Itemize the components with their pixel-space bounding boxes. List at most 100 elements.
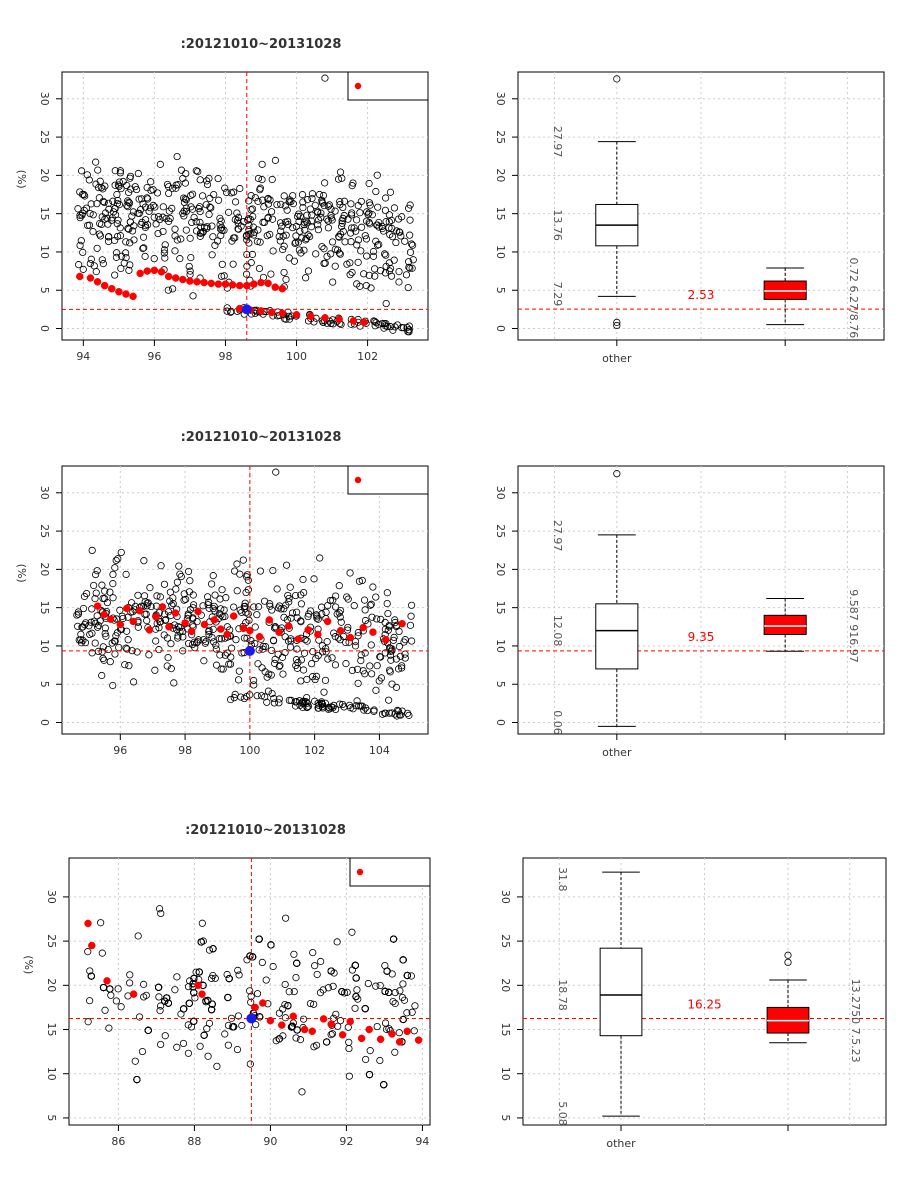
gray-point: [159, 203, 167, 211]
gray-point: [198, 919, 206, 927]
gray-point: [169, 285, 177, 293]
gray-point: [221, 1030, 229, 1038]
red-point: [365, 1025, 373, 1034]
chart-panel-2: 0 5 10 15 20 25 30 other 2.53 27.97 13.76 7.29 0.72 …: [494, 71, 885, 365]
gray-point: [327, 967, 335, 975]
gray-point: [100, 198, 108, 206]
gray-point: [342, 660, 350, 668]
gray-point: [140, 980, 148, 988]
gray-point: [339, 632, 348, 640]
gray-point: [189, 292, 197, 300]
gray-point: [357, 651, 365, 659]
gray-point: [181, 195, 189, 203]
gray-point: [199, 227, 207, 236]
box-annotation: 27.97: [551, 520, 564, 552]
gray-point: [73, 611, 81, 619]
gray-point: [355, 577, 364, 585]
gray-point: [393, 706, 402, 714]
gray-point: [190, 974, 198, 983]
gray-point: [352, 216, 361, 224]
gray-point: [227, 653, 235, 661]
gray-point: [117, 185, 125, 193]
gray-point: [88, 546, 96, 554]
gray-point: [176, 255, 184, 263]
gray-point: [308, 190, 317, 198]
gray-point: [99, 654, 107, 663]
y-tick-label: 5: [38, 287, 51, 294]
gray-point: [218, 226, 226, 234]
gray-point: [390, 633, 398, 641]
gray-point: [85, 176, 93, 184]
gray-point: [389, 326, 397, 334]
red-point: [323, 617, 332, 626]
gray-point: [369, 252, 378, 260]
gray-point: [279, 232, 287, 240]
red-point: [158, 603, 167, 611]
gray-point: [383, 599, 391, 608]
gray-point: [314, 226, 322, 234]
gray-point: [235, 667, 243, 675]
gray-point: [130, 236, 138, 244]
gray-point: [385, 709, 394, 717]
gray-point: [77, 639, 85, 647]
red-point: [123, 604, 131, 613]
y-tick-label: 25: [38, 524, 51, 538]
gray-point: [102, 632, 110, 640]
gray-point: [327, 703, 335, 711]
gray-point: [146, 584, 154, 592]
red-point: [278, 1021, 286, 1029]
box-body: [763, 614, 807, 635]
gray-point: [245, 197, 253, 205]
gray-point: [375, 223, 383, 231]
x-tick-label: 104: [369, 744, 390, 757]
red-point: [93, 602, 102, 610]
gray-point: [348, 182, 356, 190]
gray-point: [223, 649, 231, 657]
gray-point: [97, 183, 105, 192]
gray-point: [151, 666, 159, 674]
gray-point: [155, 646, 163, 654]
gray-point: [253, 237, 262, 246]
gray-point: [171, 986, 179, 994]
gray-point: [114, 181, 123, 189]
gray-point: [190, 989, 198, 997]
gray-point: [335, 233, 343, 241]
gray-point: [186, 605, 195, 614]
gray-point: [372, 319, 380, 327]
gray-point: [184, 1049, 192, 1057]
gray-point: [268, 606, 276, 614]
gray-point: [247, 206, 255, 214]
gray-point: [314, 221, 322, 229]
gray-point: [354, 679, 362, 687]
gray-point: [361, 1005, 369, 1013]
gray-point: [105, 232, 113, 241]
red-point: [129, 617, 138, 626]
red-point: [106, 615, 115, 623]
red-point: [278, 284, 287, 293]
gray-point: [318, 700, 326, 708]
gray-point: [354, 628, 362, 637]
x-category-label: other: [606, 1137, 636, 1150]
gray-point: [312, 654, 320, 663]
gray-point: [76, 214, 84, 222]
gray-point: [395, 627, 403, 635]
gray-point: [179, 1039, 188, 1048]
gray-point: [160, 246, 169, 254]
gray-point: [133, 1076, 141, 1084]
gray-point: [267, 941, 275, 949]
gray-point: [223, 970, 231, 979]
gray-point: [216, 651, 224, 659]
gray-point: [298, 191, 307, 199]
gray-point: [223, 307, 231, 315]
red-point: [376, 1035, 385, 1043]
gray-point: [109, 197, 117, 205]
gray-point: [170, 679, 178, 687]
gray-point: [264, 213, 272, 222]
gray-point: [205, 210, 213, 219]
gray-point: [291, 591, 300, 600]
gray-point: [311, 201, 319, 209]
gray-point: [134, 169, 142, 178]
gray-point: [352, 702, 360, 710]
gray-point: [254, 660, 262, 668]
